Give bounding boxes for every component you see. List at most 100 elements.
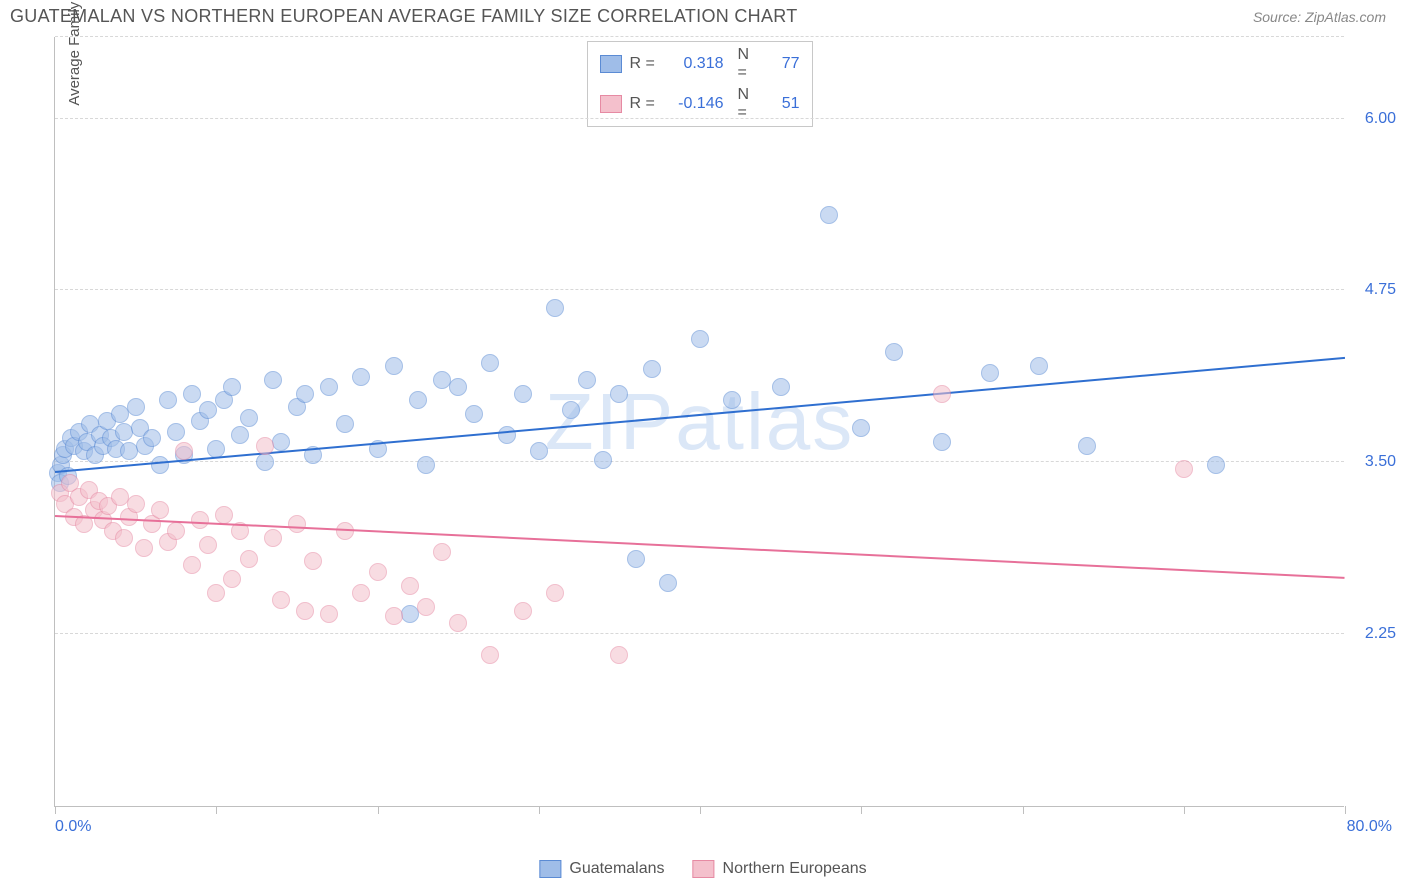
data-point — [885, 343, 903, 361]
data-point — [481, 354, 499, 372]
n-value: 51 — [770, 95, 800, 113]
data-point — [691, 330, 709, 348]
data-point — [498, 426, 516, 444]
legend: Guatemalans Northern Europeans — [539, 860, 866, 878]
data-point — [151, 456, 169, 474]
series-swatch — [600, 55, 622, 73]
correlation-stats-box: R =0.318N =77R =-0.146N =51 — [587, 41, 813, 127]
data-point — [115, 529, 133, 547]
data-point — [296, 602, 314, 620]
data-point — [256, 453, 274, 471]
x-min-label: 0.0% — [55, 818, 91, 836]
x-tick — [216, 806, 217, 814]
data-point — [514, 602, 532, 620]
data-point — [320, 605, 338, 623]
n-label: N = — [738, 46, 762, 82]
data-point — [981, 364, 999, 382]
data-point — [385, 607, 403, 625]
x-tick — [861, 806, 862, 814]
data-point — [401, 577, 419, 595]
series-swatch — [600, 95, 622, 113]
data-point — [433, 543, 451, 561]
gridline — [55, 36, 1344, 37]
data-point — [264, 371, 282, 389]
data-point — [933, 433, 951, 451]
data-point — [1207, 456, 1225, 474]
stats-row: R =0.318N =77 — [588, 44, 812, 84]
data-point — [223, 570, 241, 588]
data-point — [723, 391, 741, 409]
legend-swatch — [539, 860, 561, 878]
x-tick — [1184, 806, 1185, 814]
data-point — [417, 598, 435, 616]
data-point — [240, 550, 258, 568]
data-point — [385, 357, 403, 375]
data-point — [820, 206, 838, 224]
x-tick — [1023, 806, 1024, 814]
data-point — [514, 385, 532, 403]
data-point — [207, 440, 225, 458]
watermark: ZIPatlas — [545, 376, 854, 468]
data-point — [223, 378, 241, 396]
legend-label: Guatemalans — [569, 860, 664, 878]
y-tick-label: 6.00 — [1365, 110, 1396, 128]
data-point — [481, 646, 499, 664]
data-point — [546, 299, 564, 317]
r-value: 0.318 — [666, 55, 724, 73]
data-point — [231, 426, 249, 444]
r-label: R = — [630, 55, 658, 73]
data-point — [643, 360, 661, 378]
r-value: -0.146 — [666, 95, 724, 113]
data-point — [240, 409, 258, 427]
data-point — [530, 442, 548, 460]
data-point — [409, 391, 427, 409]
data-point — [1078, 437, 1096, 455]
data-point — [352, 368, 370, 386]
gridline — [55, 289, 1344, 290]
chart-title: GUATEMALAN VS NORTHERN EUROPEAN AVERAGE … — [10, 6, 798, 27]
data-point — [610, 385, 628, 403]
data-point — [578, 371, 596, 389]
data-point — [215, 506, 233, 524]
data-point — [175, 442, 193, 460]
data-point — [1175, 460, 1193, 478]
x-tick — [539, 806, 540, 814]
data-point — [256, 437, 274, 455]
data-point — [167, 423, 185, 441]
data-point — [151, 501, 169, 519]
data-point — [296, 385, 314, 403]
data-point — [191, 511, 209, 529]
legend-item: Northern Europeans — [693, 860, 867, 878]
data-point — [127, 495, 145, 513]
data-point — [199, 401, 217, 419]
source-label: Source: ZipAtlas.com — [1253, 9, 1386, 25]
gridline — [55, 118, 1344, 119]
data-point — [465, 405, 483, 423]
x-tick — [700, 806, 701, 814]
data-point — [772, 378, 790, 396]
data-point — [852, 419, 870, 437]
y-tick-label: 4.75 — [1365, 281, 1396, 299]
data-point — [933, 385, 951, 403]
y-tick-label: 3.50 — [1365, 453, 1396, 471]
data-point — [127, 398, 145, 416]
data-point — [272, 433, 290, 451]
data-point — [627, 550, 645, 568]
data-point — [135, 539, 153, 557]
legend-swatch — [693, 860, 715, 878]
data-point — [449, 378, 467, 396]
data-point — [304, 552, 322, 570]
r-label: R = — [630, 95, 658, 113]
gridline — [55, 461, 1344, 462]
data-point — [264, 529, 282, 547]
data-point — [1030, 357, 1048, 375]
data-point — [546, 584, 564, 602]
data-point — [167, 522, 185, 540]
data-point — [417, 456, 435, 474]
x-tick — [378, 806, 379, 814]
data-point — [183, 556, 201, 574]
legend-label: Northern Europeans — [723, 860, 867, 878]
trend-line — [55, 515, 1345, 579]
data-point — [562, 401, 580, 419]
x-max-label: 80.0% — [1347, 818, 1392, 836]
